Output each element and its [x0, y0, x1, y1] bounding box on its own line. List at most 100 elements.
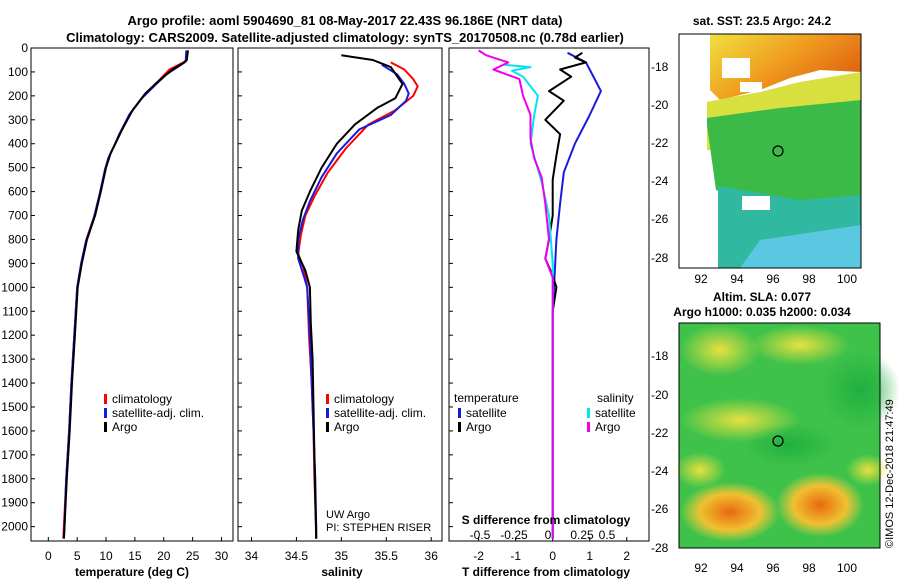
depth-tick-label: 700 — [8, 209, 28, 223]
depth-tick-label: 2000 — [1, 520, 28, 534]
x-tick-label: 0 — [549, 549, 556, 563]
lon-tick: 100 — [837, 561, 857, 575]
lon-tick: 94 — [730, 561, 744, 575]
legend-swatch-t-satellite — [458, 408, 461, 418]
depth-tick-label: 1000 — [1, 280, 28, 294]
lat-tick: -26 — [651, 502, 669, 516]
x-tick-label: 0 — [45, 549, 52, 563]
x-tick-label: 2 — [623, 549, 630, 563]
depth-tick-label: 1900 — [1, 496, 28, 510]
lon-tick: 92 — [694, 272, 708, 286]
temperature-series — [62, 50, 189, 539]
depth-tick-label: 300 — [8, 113, 28, 127]
difference-plot-frame — [448, 47, 650, 542]
depth-tick-label: 1400 — [1, 376, 28, 390]
s-tick: 0.25 — [570, 528, 594, 542]
legend-swatch-argo — [326, 422, 329, 432]
depth-tick-label: 1500 — [1, 400, 28, 414]
sst-missing-data — [679, 34, 707, 268]
legend-s-argo: Argo — [595, 420, 621, 434]
difference-x-axis: -2 -1 0 1 2 — [449, 47, 630, 563]
sst-lon-ticks: 92 94 96 98 100 — [694, 272, 857, 286]
x-tick-label: 15 — [128, 549, 142, 563]
depth-tick-label: 400 — [8, 137, 28, 151]
lat-tick: -18 — [651, 349, 669, 363]
lon-tick: 92 — [694, 561, 708, 575]
x-tick-label: 5 — [74, 549, 81, 563]
depth-tick-label: 900 — [8, 256, 28, 270]
temperature-panel: 0100200300400500600700800900100011001200… — [1, 41, 234, 579]
legend-satellite: satellite-adj. clim. — [112, 406, 204, 420]
x-tick-label: 36 — [425, 549, 439, 563]
sst-map-title: sat. SST: 23.5 Argo: 24.2 — [693, 14, 832, 28]
legend-swatch-satellite — [326, 408, 329, 418]
lon-tick: 100 — [837, 272, 857, 286]
lat-tick: -28 — [651, 541, 669, 555]
depth-tick-label: 1700 — [1, 448, 28, 462]
legend-swatch-s-argo — [587, 422, 590, 432]
lat-tick: -24 — [651, 464, 669, 478]
difference-legend: temperature satellite Argo salinity sate… — [454, 391, 636, 434]
sla-lon-ticks: 92 94 96 98 100 — [694, 561, 857, 575]
depth-tick-label: 1600 — [1, 424, 28, 438]
depth-tick-label: 1800 — [1, 472, 28, 486]
sla-map-frame — [678, 322, 881, 549]
header-line-2: Climatology: CARS2009. Satellite-adjuste… — [66, 30, 624, 45]
legend-t-satellite: satellite — [466, 406, 507, 420]
depth-tick-label: 500 — [8, 161, 28, 175]
legend-temperature-title: temperature — [454, 391, 519, 405]
t-difference-label: T difference from climatology — [462, 565, 630, 579]
legend-t-argo: Argo — [466, 420, 492, 434]
lat-tick: -24 — [651, 174, 669, 188]
x-tick-label: 10 — [99, 549, 113, 563]
salinity-plot-frame — [237, 47, 443, 542]
salinity-x-label: salinity — [321, 565, 363, 579]
depth-tick-label: 0 — [21, 41, 28, 55]
lon-tick: 94 — [730, 272, 744, 286]
x-tick-label: 25 — [186, 549, 200, 563]
lat-tick: -18 — [651, 60, 669, 74]
depth-tick-label: 100 — [8, 65, 28, 79]
sst-cloud-gap — [742, 196, 770, 210]
lat-tick: -28 — [651, 251, 669, 265]
argo-position-marker — [772, 145, 784, 157]
lon-tick: 98 — [802, 561, 816, 575]
temperature-x-label: temperature (deg C) — [75, 565, 189, 579]
series-line-argo — [295, 54, 404, 539]
difference-series — [478, 49, 602, 539]
sla-yellow-patch — [750, 325, 850, 365]
sla-green-patch — [744, 423, 836, 467]
x-tick-label: -2 — [473, 549, 484, 563]
depth-tick-label: 1300 — [1, 352, 28, 366]
salinity-legend: climatology satellite-adj. clim. Argo — [326, 392, 426, 434]
sla-yellow-patch — [680, 324, 760, 376]
legend-swatch-t-argo — [458, 422, 461, 432]
sla-warm-patch — [680, 482, 780, 542]
lon-tick: 96 — [766, 561, 780, 575]
sla-map-title-1: Altim. SLA: 0.077 — [713, 290, 811, 304]
depth-tick-label: 600 — [8, 185, 28, 199]
salinity-series — [295, 54, 419, 539]
temperature-plot-frame — [30, 47, 234, 542]
temperature-x-axis: 0 5 10 15 20 25 30 — [31, 47, 228, 563]
s-tick: 0.5 — [599, 528, 616, 542]
x-tick-label: 35 — [335, 549, 349, 563]
depth-tick-label: 800 — [8, 232, 28, 246]
sla-lat-ticks: -18 -20 -22 -24 -26 -28 — [651, 349, 669, 555]
x-tick-label: 20 — [157, 549, 171, 563]
pi-annotation-2: PI: STEPHEN RISER — [326, 522, 431, 534]
s-difference-ticks: -0.5 -0.25 0 0.25 0.5 — [470, 528, 616, 542]
credit-text: ©IMOS 12-Dec-2018 21:47:49 — [884, 399, 896, 548]
legend-swatch-s-satellite — [587, 408, 590, 418]
sst-cloud-gap — [740, 82, 762, 92]
legend-climatology: climatology — [334, 392, 394, 406]
sst-cloud-gap — [722, 58, 750, 78]
lat-tick: -20 — [651, 388, 669, 402]
sla-yellow-patch — [674, 452, 726, 488]
legend-satellite: satellite-adj. clim. — [334, 406, 426, 420]
sla-yellow-patch — [846, 454, 890, 486]
depth-tick-label: 200 — [8, 89, 28, 103]
legend-salinity-title: salinity — [597, 391, 634, 405]
legend-climatology: climatology — [112, 392, 172, 406]
